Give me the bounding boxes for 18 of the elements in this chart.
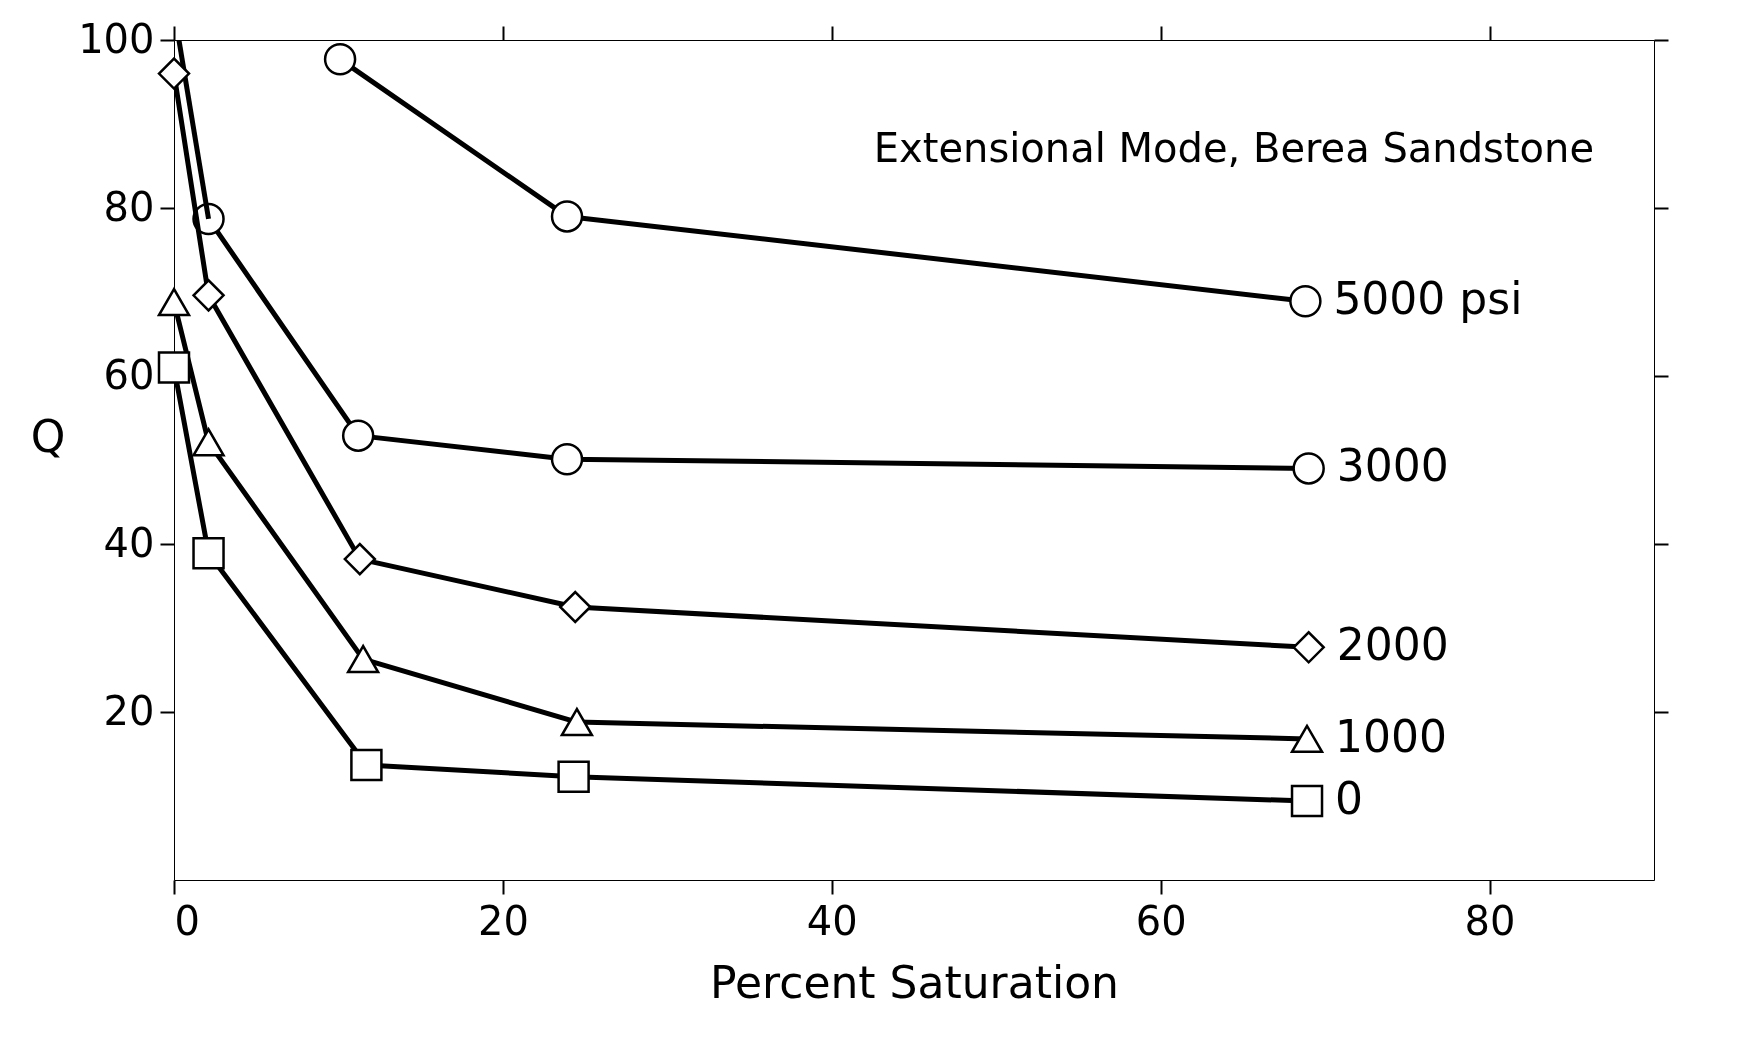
series-label: 5000 psi	[1333, 273, 1523, 325]
x-tick-label: 20	[477, 897, 529, 944]
y-tick-label: 40	[103, 519, 155, 566]
x-tick-label: 40	[806, 897, 858, 944]
annotation: Extensional Mode, Berea Sandstone	[873, 125, 1594, 171]
x-tick-label: 0	[174, 897, 200, 944]
x-axis-title: Percent Saturation	[710, 956, 1119, 1008]
y-axis-title: Q	[30, 410, 66, 462]
series-label: 2000	[1336, 619, 1449, 671]
y-tick-label: 20	[103, 687, 155, 734]
y-tick-label: 80	[103, 183, 155, 230]
y-tick-label: 60	[103, 351, 155, 398]
series-label: 3000	[1336, 440, 1449, 492]
y-tick-label: 100	[78, 15, 155, 62]
x-tick-label: 60	[1135, 897, 1187, 944]
series-label: 1000	[1335, 710, 1448, 762]
series-label: 0	[1335, 773, 1364, 825]
x-tick-label: 80	[1464, 897, 1516, 944]
